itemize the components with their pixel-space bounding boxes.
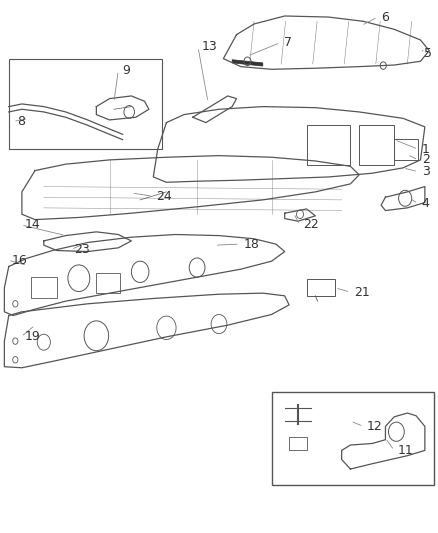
Text: 5: 5 [424,47,432,60]
Text: 8: 8 [17,115,25,128]
Text: 1: 1 [422,143,430,156]
Text: 22: 22 [304,219,319,231]
Bar [394,139,418,160]
Text: 23: 23 [74,243,90,256]
Bar [31,277,57,298]
Text: 12: 12 [367,420,383,433]
Polygon shape [232,60,263,66]
Text: 16: 16 [11,254,27,266]
Bar [9,59,162,149]
Text: 14: 14 [25,219,40,231]
Text: 18: 18 [244,238,259,251]
Text: 24: 24 [156,190,172,203]
Text: 6: 6 [381,11,389,23]
Text: 19: 19 [25,330,40,343]
Bar [289,437,307,450]
Text: 3: 3 [422,165,430,178]
Bar [96,273,120,293]
Bar [307,125,350,165]
Text: 9: 9 [122,64,130,77]
Bar [272,392,434,485]
Text: 7: 7 [284,36,292,49]
Bar [307,279,335,296]
Text: 13: 13 [201,41,217,53]
Text: 11: 11 [398,444,413,457]
Bar [359,125,394,165]
Text: 21: 21 [354,286,370,298]
Text: 2: 2 [422,154,430,166]
Text: 4: 4 [422,197,430,210]
